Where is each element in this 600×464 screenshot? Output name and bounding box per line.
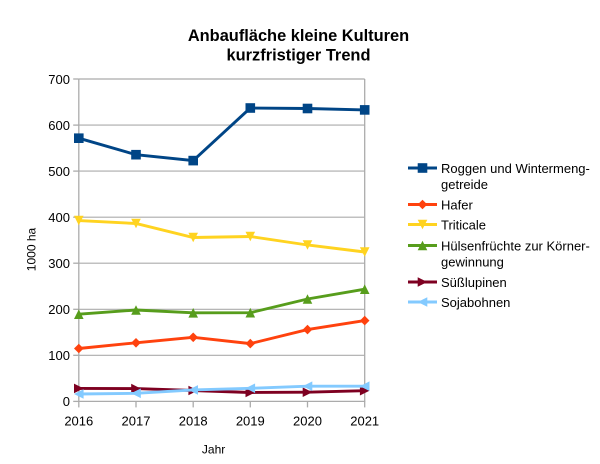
svg-text:100: 100 bbox=[48, 348, 70, 363]
svg-text:kurzfristiger Trend: kurzfristiger Trend bbox=[227, 46, 371, 64]
svg-text:2020: 2020 bbox=[293, 414, 322, 429]
svg-text:getreide: getreide bbox=[441, 177, 488, 192]
svg-text:0: 0 bbox=[63, 394, 70, 409]
svg-text:Sojabohnen: Sojabohnen bbox=[441, 295, 510, 310]
svg-text:300: 300 bbox=[48, 256, 70, 271]
svg-text:2021: 2021 bbox=[350, 414, 379, 429]
svg-text:700: 700 bbox=[48, 72, 70, 87]
svg-text:600: 600 bbox=[48, 118, 70, 133]
svg-text:Anbaufläche kleine Kulturen: Anbaufläche kleine Kulturen bbox=[188, 27, 409, 45]
svg-text:500: 500 bbox=[48, 164, 70, 179]
svg-text:Jahr: Jahr bbox=[202, 442, 225, 456]
svg-text:Roggen und Wintermeng-: Roggen und Wintermeng- bbox=[441, 161, 590, 176]
svg-text:2019: 2019 bbox=[236, 414, 265, 429]
svg-text:200: 200 bbox=[48, 302, 70, 317]
svg-text:gewinnung: gewinnung bbox=[441, 254, 504, 269]
svg-text:2018: 2018 bbox=[179, 414, 208, 429]
svg-text:Hafer: Hafer bbox=[441, 197, 473, 212]
svg-text:Triticale: Triticale bbox=[441, 217, 486, 232]
svg-text:Hülsenfrüchte zur Körner-: Hülsenfrüchte zur Körner- bbox=[441, 238, 590, 253]
svg-text:1000 ha: 1000 ha bbox=[25, 227, 39, 271]
svg-text:2016: 2016 bbox=[64, 414, 93, 429]
svg-text:400: 400 bbox=[48, 210, 70, 225]
svg-text:2017: 2017 bbox=[122, 414, 151, 429]
svg-text:Süßlupinen: Süßlupinen bbox=[441, 275, 507, 290]
